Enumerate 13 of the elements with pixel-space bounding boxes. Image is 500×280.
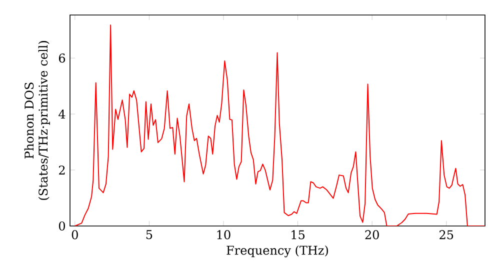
line-series: [74, 24, 485, 226]
x-tick-label: 15: [292, 230, 304, 240]
y-tick-label: 0: [58, 221, 66, 231]
x-tick-label: 25: [440, 230, 454, 240]
x-tick-label: 0: [72, 230, 78, 240]
y-tick-label: 6: [58, 54, 66, 63]
y-axis-title: Phonon DOS (States/THz·primitive cell): [24, 41, 50, 200]
x-tick-label: 5: [146, 230, 152, 240]
x-tick-label: 10: [217, 230, 230, 240]
y-tick-label: 2: [58, 166, 65, 174]
y-tick-label: 4: [58, 110, 66, 119]
x-tick-label: 20: [365, 230, 379, 240]
x-axis-title: Frequency (THz): [226, 245, 328, 258]
